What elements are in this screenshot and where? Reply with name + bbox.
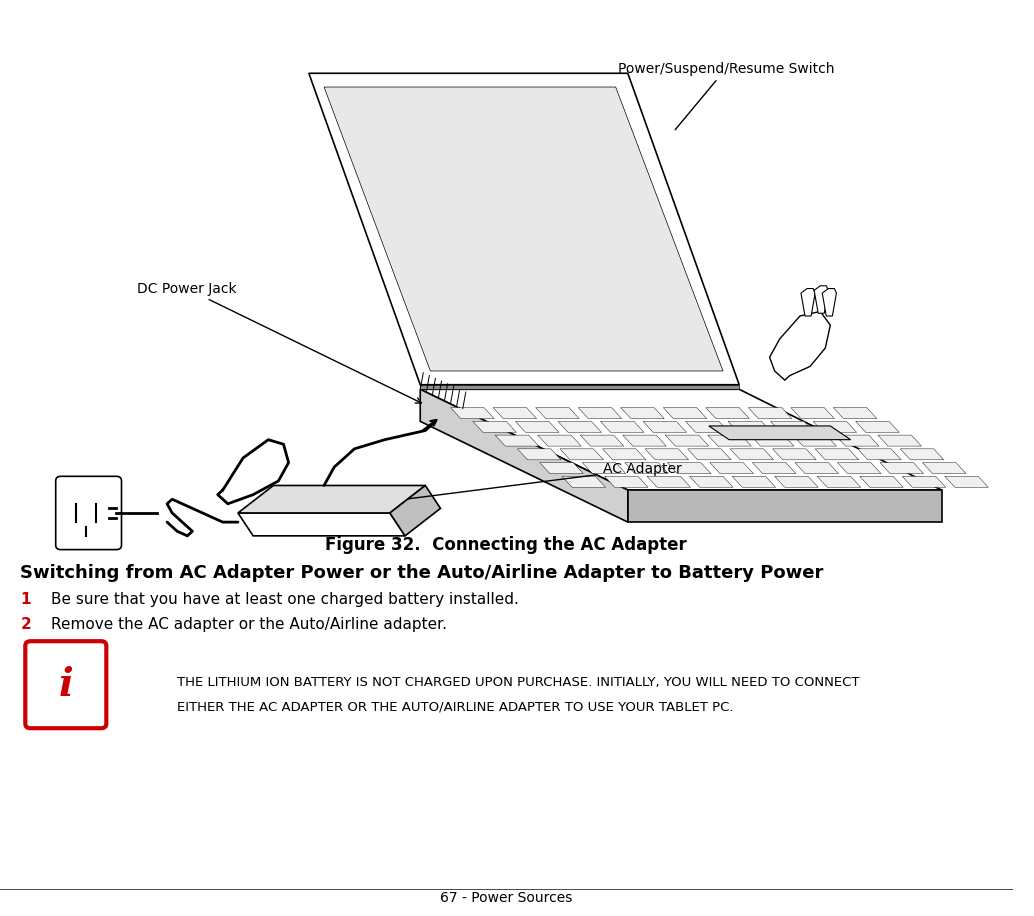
Text: THE LITHIUM ION BATTERY IS NOT CHARGED UPON PURCHASE. INITIALLY, YOU WILL NEED T: THE LITHIUM ION BATTERY IS NOT CHARGED U… <box>177 676 859 689</box>
Polygon shape <box>838 463 881 474</box>
Polygon shape <box>730 449 773 460</box>
Polygon shape <box>774 476 818 487</box>
Polygon shape <box>473 421 516 432</box>
Polygon shape <box>833 408 877 419</box>
Polygon shape <box>749 408 792 419</box>
Polygon shape <box>390 485 440 536</box>
Polygon shape <box>647 476 691 487</box>
FancyBboxPatch shape <box>56 476 122 550</box>
Polygon shape <box>903 476 946 487</box>
Polygon shape <box>601 421 644 432</box>
Polygon shape <box>580 435 624 446</box>
Polygon shape <box>665 435 709 446</box>
Polygon shape <box>706 408 750 419</box>
Text: Be sure that you have at least one charged battery installed.: Be sure that you have at least one charg… <box>51 593 518 607</box>
Polygon shape <box>643 421 687 432</box>
Polygon shape <box>578 408 621 419</box>
Polygon shape <box>420 389 942 490</box>
Text: AC Adapter: AC Adapter <box>407 462 681 499</box>
Polygon shape <box>710 463 754 474</box>
Polygon shape <box>663 408 707 419</box>
Polygon shape <box>560 449 604 460</box>
Polygon shape <box>582 463 626 474</box>
Text: 2: 2 <box>21 617 31 632</box>
Polygon shape <box>795 463 839 474</box>
Polygon shape <box>558 421 602 432</box>
Polygon shape <box>791 408 834 419</box>
Polygon shape <box>814 286 828 313</box>
Polygon shape <box>603 449 646 460</box>
Polygon shape <box>880 463 923 474</box>
FancyBboxPatch shape <box>25 641 107 728</box>
Polygon shape <box>540 463 583 474</box>
Text: Figure 32.  Connecting the AC Adapter: Figure 32. Connecting the AC Adapter <box>326 536 688 554</box>
Polygon shape <box>801 289 815 316</box>
Polygon shape <box>688 449 731 460</box>
Polygon shape <box>769 311 830 380</box>
Polygon shape <box>817 476 860 487</box>
Polygon shape <box>420 389 628 522</box>
Polygon shape <box>515 421 559 432</box>
Polygon shape <box>495 435 539 446</box>
Text: EITHER THE AC ADAPTER OR THE AUTO/AIRLINE ADAPTER TO USE YOUR TABLET PC.: EITHER THE AC ADAPTER OR THE AUTO/AIRLIN… <box>177 701 734 714</box>
Polygon shape <box>628 490 942 522</box>
Polygon shape <box>605 476 648 487</box>
Polygon shape <box>620 408 664 419</box>
Polygon shape <box>536 408 579 419</box>
Polygon shape <box>324 87 723 371</box>
Polygon shape <box>922 463 966 474</box>
Polygon shape <box>538 435 581 446</box>
Text: 1: 1 <box>21 593 31 607</box>
Polygon shape <box>835 435 879 446</box>
Polygon shape <box>901 449 944 460</box>
Text: Power/Suspend/Resume Switch: Power/Suspend/Resume Switch <box>617 61 834 130</box>
Polygon shape <box>625 463 668 474</box>
Polygon shape <box>822 289 837 316</box>
Polygon shape <box>562 476 606 487</box>
Polygon shape <box>309 73 739 385</box>
Polygon shape <box>517 449 561 460</box>
Polygon shape <box>708 435 752 446</box>
Polygon shape <box>622 435 666 446</box>
Polygon shape <box>856 421 900 432</box>
Text: DC Power Jack: DC Power Jack <box>136 281 422 403</box>
Polygon shape <box>493 408 537 419</box>
Text: 67 - Power Sources: 67 - Power Sources <box>440 891 573 905</box>
Polygon shape <box>728 421 771 432</box>
Polygon shape <box>815 449 858 460</box>
Polygon shape <box>686 421 729 432</box>
Polygon shape <box>793 435 837 446</box>
Polygon shape <box>770 421 814 432</box>
Text: Remove the AC adapter or the Auto/Airline adapter.: Remove the AC adapter or the Auto/Airlin… <box>51 617 447 632</box>
Polygon shape <box>878 435 921 446</box>
Polygon shape <box>238 513 405 536</box>
Polygon shape <box>772 449 816 460</box>
Polygon shape <box>709 426 851 440</box>
Polygon shape <box>451 408 494 419</box>
Polygon shape <box>732 476 776 487</box>
Text: i: i <box>59 666 73 703</box>
Polygon shape <box>690 476 733 487</box>
Polygon shape <box>645 449 689 460</box>
Polygon shape <box>420 385 739 389</box>
Polygon shape <box>753 463 796 474</box>
Polygon shape <box>857 449 902 460</box>
Text: Switching from AC Adapter Power or the Auto/Airline Adapter to Battery Power: Switching from AC Adapter Power or the A… <box>21 563 824 582</box>
Polygon shape <box>751 435 794 446</box>
Polygon shape <box>238 485 425 513</box>
Polygon shape <box>813 421 857 432</box>
Polygon shape <box>859 476 904 487</box>
Polygon shape <box>945 476 989 487</box>
Polygon shape <box>667 463 710 474</box>
